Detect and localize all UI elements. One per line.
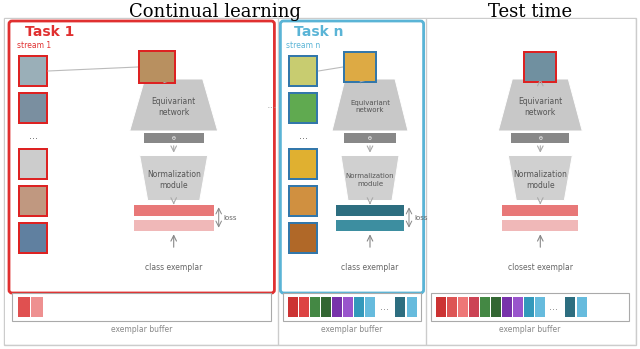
Bar	[18, 55, 48, 87]
Text: loss: loss	[224, 215, 237, 221]
Bar	[491, 297, 500, 317]
Text: Normalization
module: Normalization module	[346, 173, 394, 186]
Text: class exemplar: class exemplar	[341, 263, 399, 273]
Text: Equivariant
network: Equivariant network	[152, 97, 196, 117]
Text: exemplar buffer: exemplar buffer	[321, 325, 383, 334]
Bar	[291, 224, 316, 252]
Text: Equivariant
network: Equivariant network	[350, 101, 390, 113]
Bar	[524, 51, 557, 83]
Bar	[408, 297, 417, 317]
Bar	[511, 133, 570, 143]
Text: loss: loss	[414, 215, 428, 221]
Bar	[31, 297, 43, 317]
Polygon shape	[332, 79, 408, 131]
Bar	[564, 297, 575, 317]
Bar	[291, 187, 316, 215]
Bar	[344, 297, 353, 317]
Bar	[289, 148, 319, 180]
Bar	[468, 297, 479, 317]
Bar	[289, 185, 319, 217]
Text: ...: ...	[29, 131, 38, 141]
Text: θ: θ	[368, 135, 372, 141]
Bar	[502, 205, 579, 215]
Bar	[513, 297, 523, 317]
Text: Test time: Test time	[488, 3, 572, 21]
Text: ...: ...	[549, 302, 558, 312]
Bar	[310, 297, 321, 317]
Text: Task 1: Task 1	[26, 25, 75, 39]
Bar	[502, 220, 579, 230]
Bar	[20, 57, 46, 85]
Bar	[300, 297, 309, 317]
Bar	[20, 94, 46, 122]
Bar	[289, 297, 298, 317]
Text: ...: ...	[380, 302, 389, 312]
Bar	[20, 187, 46, 215]
Bar	[284, 293, 420, 321]
Bar	[502, 297, 511, 317]
Bar	[140, 52, 173, 82]
Bar	[291, 57, 316, 85]
Bar	[18, 185, 48, 217]
Bar	[20, 224, 46, 252]
Bar	[365, 297, 376, 317]
Bar	[18, 148, 48, 180]
FancyBboxPatch shape	[9, 21, 275, 293]
Polygon shape	[341, 156, 399, 200]
Bar	[144, 133, 204, 143]
Text: class exemplar: class exemplar	[145, 263, 202, 273]
Bar	[134, 220, 214, 230]
Bar	[343, 51, 377, 83]
FancyBboxPatch shape	[280, 21, 424, 293]
Bar	[431, 293, 629, 321]
Text: Continual learning: Continual learning	[129, 3, 301, 21]
Text: ...: ...	[299, 131, 308, 141]
Bar	[336, 205, 404, 215]
Bar	[479, 297, 490, 317]
Bar	[524, 297, 534, 317]
Bar	[577, 297, 587, 317]
Bar	[289, 222, 319, 254]
Bar	[12, 293, 271, 321]
Bar	[291, 150, 316, 178]
Text: θ: θ	[172, 135, 175, 141]
Polygon shape	[499, 79, 582, 131]
Bar	[18, 297, 30, 317]
Text: stream 1: stream 1	[17, 42, 51, 51]
Polygon shape	[508, 156, 572, 200]
Bar	[18, 222, 48, 254]
Bar	[289, 92, 319, 124]
Bar	[447, 297, 456, 317]
Bar	[344, 133, 396, 143]
Bar	[134, 205, 214, 215]
Bar	[336, 220, 404, 230]
Text: Equivariant
network: Equivariant network	[518, 97, 563, 117]
Bar	[138, 50, 176, 84]
Bar	[396, 297, 405, 317]
Text: exemplar buffer: exemplar buffer	[111, 325, 172, 334]
Text: Task n: Task n	[294, 25, 343, 39]
FancyBboxPatch shape	[4, 18, 636, 345]
Bar	[321, 297, 332, 317]
Text: exemplar buffer: exemplar buffer	[499, 325, 561, 334]
Text: Normalization
module: Normalization module	[513, 170, 567, 190]
Bar	[20, 150, 46, 178]
Text: θ: θ	[538, 135, 542, 141]
Bar	[18, 92, 48, 124]
Bar	[436, 297, 445, 317]
Text: closest exemplar: closest exemplar	[508, 263, 573, 273]
Text: stream n: stream n	[286, 42, 321, 51]
Bar	[525, 53, 556, 81]
Bar	[458, 297, 468, 317]
Bar	[291, 94, 316, 122]
Bar	[289, 55, 319, 87]
Polygon shape	[130, 79, 218, 131]
Bar	[534, 297, 545, 317]
Text: Normalization
module: Normalization module	[147, 170, 200, 190]
Bar	[355, 297, 364, 317]
Bar	[345, 53, 375, 81]
Polygon shape	[140, 156, 208, 200]
Text: ...: ...	[267, 100, 278, 110]
Bar	[332, 297, 342, 317]
